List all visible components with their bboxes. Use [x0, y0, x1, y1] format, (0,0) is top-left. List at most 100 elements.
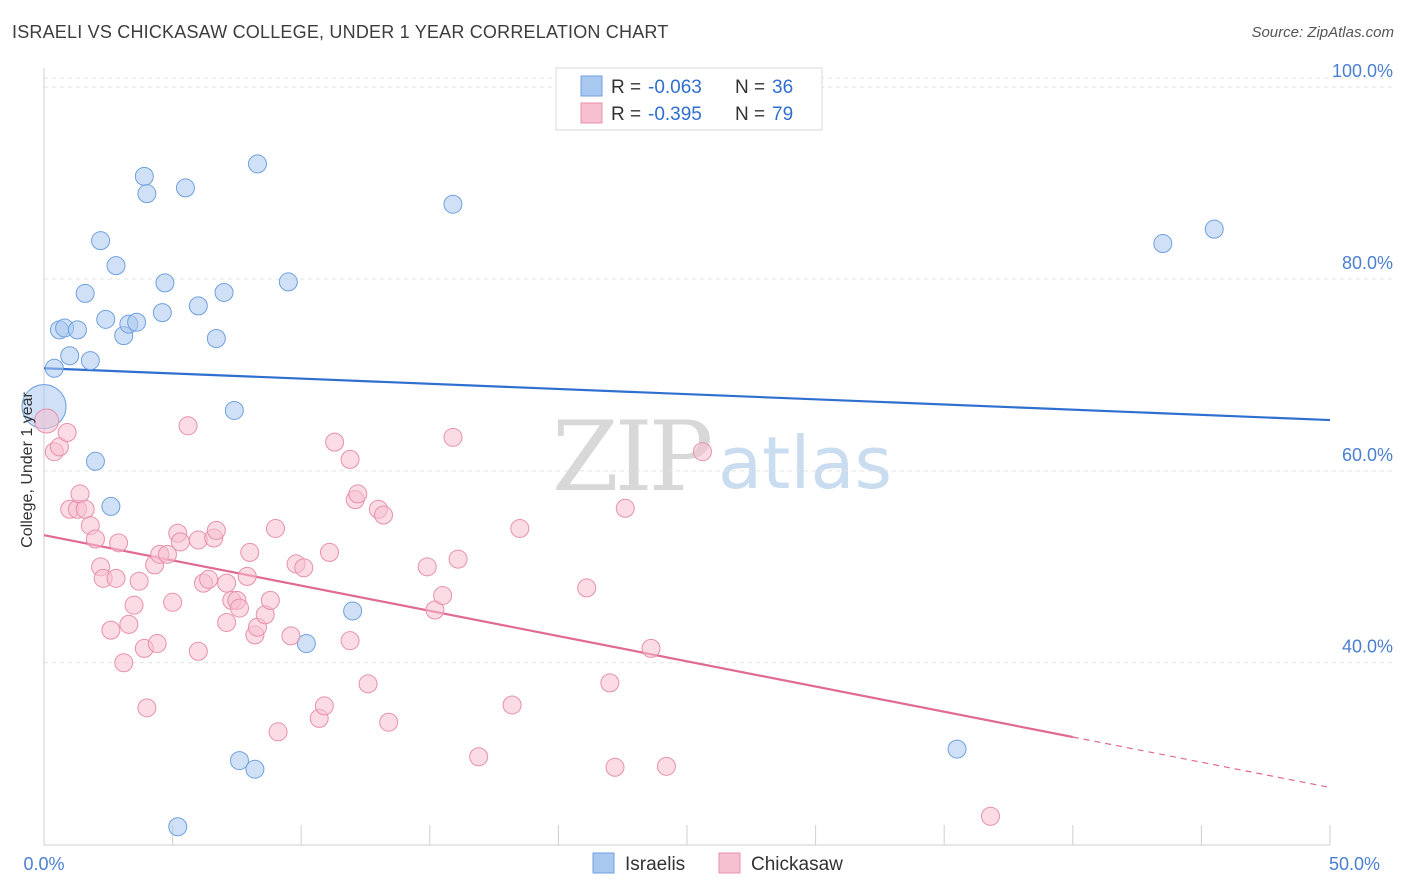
scatter-point-chickasaw: [641, 638, 661, 658]
scatter-point-chickasaw: [605, 757, 625, 777]
scatter-point-israelis: [1153, 234, 1173, 254]
bottom-legend-swatch-israelis: [592, 852, 615, 874]
scatter-point-israelis: [188, 296, 208, 316]
scatter-point-chickasaw: [692, 442, 712, 462]
bottom-legend-label-chickasaw: Chickasaw: [751, 854, 843, 875]
scatter-point-chickasaw: [615, 498, 635, 518]
watermark-atlas: atlas: [718, 421, 892, 505]
axes: 40.0% 60.0% 80.0% 100.0% 0.0% 50.0%: [23, 61, 1393, 874]
scatter-point-israelis: [152, 303, 172, 323]
scatter-point-chickasaw: [217, 612, 237, 632]
watermark-zip: ZIP: [552, 401, 711, 513]
scatter-point-chickasaw: [75, 499, 95, 519]
scatter-point-chickasaw: [319, 542, 339, 562]
scatter-point-israelis: [127, 312, 147, 332]
scatter-point-chickasaw: [240, 542, 260, 562]
bottom-legend-swatch-chickasaw: [718, 852, 741, 874]
scatter-point-chickasaw: [268, 722, 288, 742]
scatter-point-chickasaw: [124, 595, 144, 615]
scatter-point-chickasaw: [433, 586, 453, 606]
scatter-point-chickasaw: [157, 544, 177, 564]
y-tick-label: 80.0%: [1342, 253, 1393, 273]
scatter-point-israelis: [214, 282, 234, 302]
scatter-point-israelis: [296, 634, 316, 654]
scatter-point-chickasaw: [656, 756, 676, 776]
scatter-point-israelis: [443, 194, 463, 214]
scatter-point-israelis: [44, 358, 64, 378]
scatter-point-chickasaw: [294, 558, 314, 578]
scatter-point-chickasaw: [348, 484, 368, 504]
scatter-point-chickasaw: [57, 423, 77, 443]
scatter-point-chickasaw: [170, 532, 190, 552]
scatter-point-israelis: [155, 273, 175, 293]
scatter-point-israelis: [245, 759, 265, 779]
legend-r-value-israelis: -0.063: [648, 77, 702, 98]
scatter-point-chickasaw: [178, 416, 198, 436]
stats-legend: R = -0.063 N = 36 R = -0.395 N = 79: [555, 67, 823, 131]
scatter-point-israelis: [85, 451, 105, 471]
scatter-point-chickasaw: [469, 747, 489, 767]
scatter-point-chickasaw: [443, 427, 463, 447]
scatter-point-chickasaw: [448, 549, 468, 569]
y-tick-label: 40.0%: [1342, 637, 1393, 657]
scatter-point-israelis: [278, 272, 298, 292]
scatter-point-chickasaw: [229, 598, 249, 618]
legend-n-label-chickasaw: N =: [735, 104, 765, 125]
scatter-point-israelis: [229, 751, 249, 771]
legend-n-value-israelis: 36: [772, 77, 793, 98]
series-legend: Israelis Chickasaw: [592, 852, 843, 875]
scatter-point-israelis: [67, 320, 87, 340]
scatter-point-israelis: [224, 400, 244, 420]
scatter-point-chickasaw: [199, 569, 219, 589]
scatter-point-chickasaw: [281, 626, 301, 646]
scatter-point-israelis: [80, 351, 100, 371]
legend-r-label-israelis: R =: [611, 77, 641, 98]
trend-lines: [43, 367, 1331, 789]
scatter-point-israelis: [168, 817, 188, 837]
scatter-point-chickasaw: [417, 557, 437, 577]
scatter-point-israelis: [101, 496, 121, 516]
x-tick-label: 0.0%: [23, 854, 64, 874]
scatter-point-chickasaw: [34, 408, 60, 434]
scatter-point-chickasaw: [114, 653, 134, 673]
scatter-point-chickasaw: [980, 806, 1000, 826]
trend-line-chickasaw: [43, 534, 1074, 739]
scatter-point-chickasaw: [314, 696, 334, 716]
scatter-point-chickasaw: [109, 533, 129, 553]
scatter-point-israelis: [1204, 219, 1224, 239]
scatter-point-chickasaw: [510, 518, 530, 538]
scatter-point-israelis: [175, 178, 195, 198]
scatter-point-chickasaw: [129, 571, 149, 591]
y-tick-label: 60.0%: [1342, 445, 1393, 465]
scatter-point-israelis: [947, 739, 967, 759]
chart-title: ISRAELI VS CHICKASAW COLLEGE, UNDER 1 YE…: [12, 22, 669, 42]
legend-r-value-chickasaw: -0.395: [648, 104, 702, 125]
scatter-point-chickasaw: [340, 631, 360, 651]
scatter-point-chickasaw: [340, 449, 360, 469]
scatter-point-chickasaw: [600, 673, 620, 693]
legend-swatch-israelis: [580, 75, 603, 97]
scatter-point-chickasaw: [106, 568, 126, 588]
scatter-point-chickasaw: [137, 698, 157, 718]
scatter-point-israelis: [106, 256, 126, 276]
bottom-legend-label-israelis: Israelis: [625, 854, 685, 875]
legend-r-label-chickasaw: R =: [611, 104, 641, 125]
scatter-points: [21, 154, 1224, 837]
scatter-point-chickasaw: [358, 674, 378, 694]
y-axis-label: College, Under 1 year: [19, 392, 36, 548]
legend-n-value-chickasaw: 79: [772, 104, 793, 125]
scatter-point-chickasaw: [101, 620, 121, 640]
scatter-point-chickasaw: [163, 592, 183, 612]
scatter-point-israelis: [96, 309, 116, 329]
scatter-point-chickasaw: [237, 566, 257, 586]
trend-line-israelis: [43, 367, 1331, 422]
source-label: Source: ZipAtlas.com: [1251, 24, 1394, 41]
scatter-point-chickasaw: [206, 520, 226, 540]
legend-swatch-chickasaw: [580, 102, 603, 124]
scatter-point-israelis: [134, 166, 154, 186]
y-tick-label: 100.0%: [1332, 61, 1393, 81]
scatter-point-chickasaw: [265, 518, 285, 538]
scatter-point-israelis: [75, 283, 95, 303]
scatter-point-chickasaw: [502, 695, 522, 715]
